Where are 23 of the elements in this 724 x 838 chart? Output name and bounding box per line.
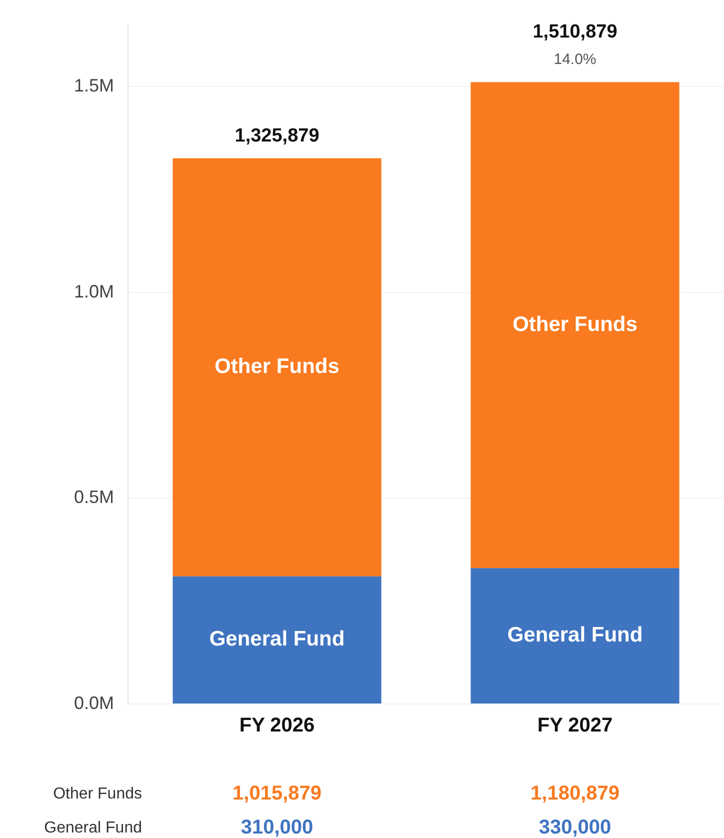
text: Other Funds [53,785,142,802]
y-tick-label: 1.5M [74,76,114,96]
total-label: 1,325,879 [234,125,320,146]
data-label: 1,015,879 [232,782,322,805]
y-tick-label: 1.0M [74,281,114,302]
series-label: Other Funds [214,355,340,378]
text: Other Funds [512,312,638,336]
bar [470,568,680,704]
text: General Fund [209,628,345,651]
data-label: 310,000 [240,816,314,838]
data-label: 330,000 [538,816,612,838]
annotation: 14.0% [554,51,596,68]
bar [172,158,382,576]
bar [172,576,382,704]
series-label: General Fund [507,624,643,647]
data-label: 1,180,879 [530,782,620,805]
y-tick-label: 0.0M [74,692,114,713]
bar [470,82,680,568]
text: General Fund [44,819,142,836]
y-tick-label: 0.5M [74,487,114,508]
total-label: 1,510,879 [532,21,618,42]
x-tick-label: FY 2026 [239,714,315,737]
x-tick-label: FY 2027 [537,714,613,737]
